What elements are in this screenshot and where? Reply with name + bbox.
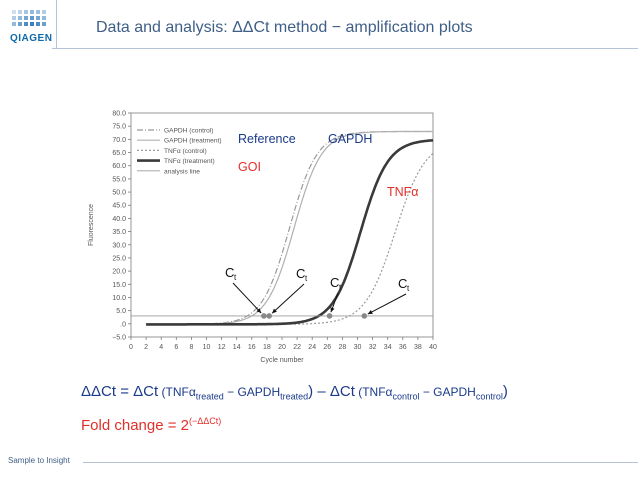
header-rule: [52, 48, 638, 49]
ct-label-sub: t: [234, 273, 237, 282]
x-tick-label: 32: [369, 344, 377, 351]
x-tick-label: 38: [414, 344, 422, 351]
ct-arrow-head: [330, 307, 335, 313]
x-tick-label: 12: [218, 344, 226, 351]
x-tick-label: 22: [293, 344, 301, 351]
x-tick-label: 28: [339, 344, 347, 351]
legend-label: TNFα (control): [164, 148, 207, 155]
ct-point: [326, 313, 333, 319]
ct-label: C: [398, 276, 407, 291]
fold-change-text: Fold change = 2: [81, 417, 189, 434]
tnf-label: TNFα: [387, 185, 419, 199]
formula-control-sub: control: [392, 391, 420, 402]
y-tick-label: 80.0: [112, 111, 126, 118]
y-tick-label: 55.0: [112, 176, 126, 183]
formula-treated-mid: − GAPDH: [223, 385, 281, 399]
series-line-3: [146, 139, 434, 326]
footer-rule: [83, 462, 638, 463]
ct-label: C: [330, 275, 339, 290]
x-tick-label: 40: [429, 344, 437, 351]
y-tick-label: 60.0: [112, 163, 126, 170]
fold-change-exponent: (−ΔΔCt): [189, 416, 222, 426]
header-divider: [56, 0, 57, 48]
ct-label: C: [225, 265, 234, 280]
y-tick-label: 20.0: [112, 269, 126, 276]
formula-control-mid: − GAPDH: [419, 385, 476, 399]
x-tick-label: 16: [248, 344, 256, 351]
formula-control-sub2: control: [475, 391, 503, 402]
y-tick-label: 45.0: [112, 203, 126, 210]
legend-label: GAPDH (control): [164, 128, 213, 135]
ct-arrow-head: [272, 308, 277, 314]
ct-arrow-line: [232, 282, 262, 314]
gapdh-label: GAPDH: [328, 132, 372, 146]
y-tick-label: 35.0: [112, 229, 126, 236]
x-tick-label: 26: [323, 344, 331, 351]
y-tick-label: 40.0: [112, 216, 126, 223]
y-tick-label: 15.0: [112, 282, 126, 289]
ct-label-sub: t: [305, 274, 308, 283]
formula-control-close: ): [502, 383, 508, 400]
ct-arrow-head: [256, 308, 262, 314]
y-axis-label: Fluorescence: [88, 204, 95, 246]
ct-label-sub: t: [407, 284, 410, 293]
legend-label: GAPDH (treatment): [164, 138, 222, 145]
y-tick-label: 5.0: [116, 308, 126, 315]
qiagen-logo-icon: [12, 10, 46, 26]
x-tick-label: 34: [384, 344, 392, 351]
y-tick-label: −5.0: [112, 335, 126, 342]
ct-label-sub: t: [339, 283, 342, 292]
logo-text: QIAGEN: [10, 33, 53, 44]
formula-treated-open: (TNFα: [158, 385, 196, 399]
reference-label: Reference: [238, 132, 296, 146]
y-tick-label: .0: [120, 321, 126, 328]
ct-arrow-line: [271, 283, 305, 314]
page-title: Data and analysis: ΔΔCt method − amplifi…: [96, 19, 473, 36]
x-tick-label: 36: [399, 344, 407, 351]
footer-tagline: Sample to Insight: [8, 456, 70, 465]
fold-change-formula: Fold change = 2(−ΔΔCt): [81, 416, 221, 434]
x-tick-label: 2: [144, 344, 148, 351]
y-tick-label: 75.0: [112, 124, 126, 131]
series-line-2: [146, 152, 434, 325]
formula-treated-sub2: treated: [280, 391, 309, 402]
y-tick-label: 70.0: [112, 137, 126, 144]
ct-arrow-head: [367, 310, 373, 315]
formula-treated-close: ): [308, 383, 314, 400]
formula-control-open: (TNFα: [354, 385, 393, 399]
ct-arrow-line: [367, 293, 407, 315]
x-tick-label: 6: [174, 344, 178, 351]
formula-lhs: ΔΔCt = ΔCt: [81, 383, 159, 400]
x-axis-label: Cycle number: [260, 357, 304, 364]
y-tick-label: 50.0: [112, 190, 126, 197]
x-tick-label: 18: [263, 344, 271, 351]
ct-label: C: [296, 266, 305, 281]
formula-treated-sub: treated: [195, 391, 224, 402]
x-tick-label: 8: [189, 344, 193, 351]
x-tick-label: 4: [159, 344, 163, 351]
y-tick-label: 65.0: [112, 150, 126, 157]
x-tick-label: 30: [354, 344, 362, 351]
goi-label: GOI: [238, 160, 261, 174]
formula-minus: – ΔCt: [313, 383, 355, 400]
x-tick-label: 20: [278, 344, 286, 351]
x-tick-label: 14: [233, 344, 241, 351]
ct-point: [261, 313, 267, 319]
x-tick-label: 10: [203, 344, 211, 351]
y-tick-label: 25.0: [112, 255, 126, 262]
y-tick-label: 10.0: [112, 295, 126, 302]
x-tick-label: 0: [129, 344, 133, 351]
ct-point: [361, 313, 368, 319]
x-tick-label: 24: [308, 344, 316, 351]
ddct-formula: ΔΔCt = ΔCt (TNFαtreated − GAPDHtreated) …: [81, 383, 508, 401]
legend-label: analysis line: [164, 168, 200, 175]
y-tick-label: 30.0: [112, 242, 126, 249]
ct-point: [266, 313, 272, 319]
legend-label: TNFα (treatment): [164, 158, 215, 165]
